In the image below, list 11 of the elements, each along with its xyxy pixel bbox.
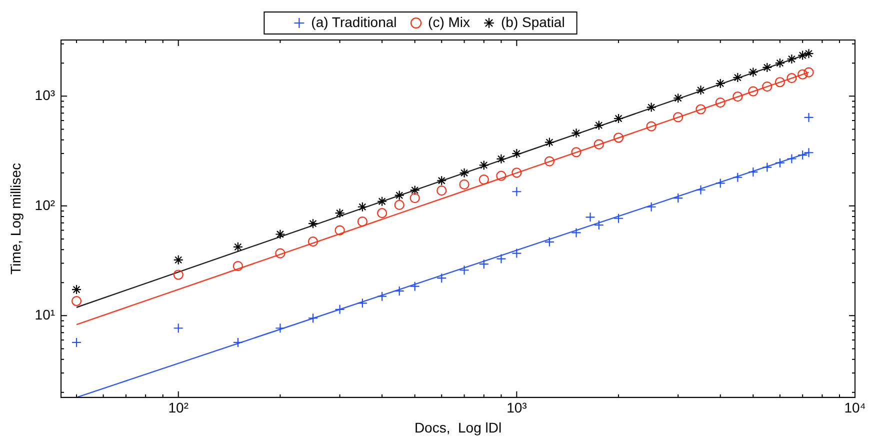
x-tick-label: 10⁴ [844,400,866,416]
x-axis-title: Docs, Log lDl [414,419,502,436]
x-tick-label: 10² [168,400,189,416]
legend-label: (c) Mix [428,14,470,30]
y-tick-label: 10³ [34,87,56,104]
legend-label: (b) Spatial [501,14,565,30]
legend-label: (a) Traditional [311,14,397,30]
y-tick-label: 10¹ [34,306,56,323]
x-tick-label: 10³ [506,400,528,416]
y-axis-title: Time, Log millisec [7,162,24,274]
y-tick-label: 10² [34,196,56,213]
